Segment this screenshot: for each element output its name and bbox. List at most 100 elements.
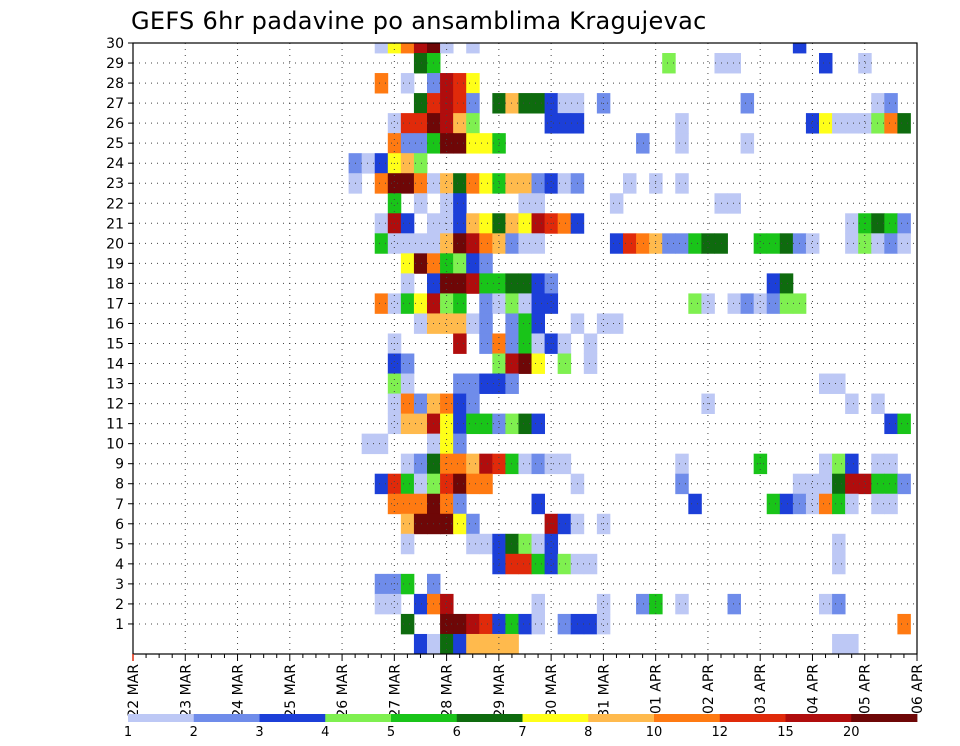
heatmap-cell xyxy=(400,473,415,495)
heatmap-cell xyxy=(400,533,415,555)
heatmap-cell xyxy=(466,633,480,655)
heatmap-cell xyxy=(557,453,572,475)
legend-color-swatch xyxy=(522,714,589,722)
heatmap-cell xyxy=(792,43,807,54)
y-tick-label: 23 xyxy=(106,176,124,192)
heatmap-cell xyxy=(479,333,493,354)
heatmap-cell xyxy=(479,293,493,314)
heatmap-cell xyxy=(636,233,650,254)
heatmap-cell xyxy=(466,213,480,234)
y-tick-label: 4 xyxy=(115,557,124,573)
heatmap-cell xyxy=(505,373,519,394)
heatmap-cell xyxy=(858,233,872,254)
heatmap-cell xyxy=(387,173,402,194)
heatmap-cell xyxy=(779,293,794,314)
heatmap-cell xyxy=(387,593,402,615)
y-tick-label: 12 xyxy=(106,397,124,413)
heatmap-cell xyxy=(819,373,833,394)
heatmap-cell xyxy=(779,233,794,254)
heatmap-cell xyxy=(884,473,898,495)
heatmap-cell xyxy=(518,353,532,374)
legend-color-swatch xyxy=(456,714,523,722)
heatmap-cell xyxy=(479,273,493,294)
heatmap-cell xyxy=(400,43,415,54)
heatmap-cell xyxy=(544,533,559,555)
heatmap-cell xyxy=(413,393,428,414)
heatmap-cell xyxy=(453,513,467,535)
heatmap-cell xyxy=(387,113,402,134)
heatmap-cell xyxy=(727,53,741,74)
heatmap-cell xyxy=(518,413,532,435)
heatmap-cell xyxy=(413,293,428,314)
heatmap-cell xyxy=(819,453,833,475)
heatmap-cell xyxy=(413,413,428,435)
heatmap-cell xyxy=(505,613,519,635)
heatmap-cell xyxy=(596,313,611,334)
heatmap-cell xyxy=(374,293,389,314)
color-legend: 1 2 3 4 5 6 7 8 10 12 15 20 xyxy=(124,714,918,740)
heatmap-cell xyxy=(413,113,428,134)
heatmap-cell xyxy=(675,473,689,495)
heatmap-cells xyxy=(348,43,911,655)
y-axis: 1234567891011121314151617181920212223242… xyxy=(106,36,133,633)
heatmap-cell xyxy=(636,593,650,615)
x-tick-label: 24 MAR xyxy=(231,664,247,718)
heatmap-cell xyxy=(466,313,480,334)
heatmap-cell xyxy=(440,493,454,515)
heatmap-cell xyxy=(871,393,885,414)
legend-threshold-label: 6 xyxy=(453,725,461,740)
heatmap-cell xyxy=(374,173,389,194)
legend-threshold-label: 8 xyxy=(584,725,592,740)
heatmap-cell xyxy=(413,493,428,515)
heatmap-cell xyxy=(505,233,519,254)
heatmap-cell xyxy=(479,253,493,274)
heatmap-cell xyxy=(871,93,885,114)
heatmap-cell xyxy=(884,413,898,435)
heatmap-cell xyxy=(466,413,480,435)
heatmap-cell xyxy=(675,233,689,254)
heatmap-cell xyxy=(662,53,676,74)
y-tick-label: 2 xyxy=(115,597,124,613)
y-tick-label: 20 xyxy=(106,236,124,252)
heatmap-cell xyxy=(479,213,493,234)
heatmap-cell xyxy=(492,633,506,655)
heatmap-cell xyxy=(858,53,872,74)
heatmap-cell xyxy=(871,473,885,495)
heatmap-cell xyxy=(805,113,820,134)
heatmap-cell xyxy=(845,113,859,134)
heatmap-cell xyxy=(374,593,389,615)
y-tick-label: 22 xyxy=(106,196,124,212)
heatmap-cell xyxy=(453,433,467,455)
heatmap-cell xyxy=(832,593,846,615)
y-tick-label: 18 xyxy=(106,276,124,292)
y-tick-label: 29 xyxy=(106,56,124,72)
heatmap-cell xyxy=(413,153,428,174)
heatmap-cell xyxy=(701,293,715,314)
heatmap-cell xyxy=(479,633,493,655)
heatmap-cell xyxy=(557,93,572,114)
heatmap-cell xyxy=(609,313,624,334)
heatmap-cell xyxy=(400,493,415,515)
heatmap-cell xyxy=(413,453,428,475)
y-tick-label: 27 xyxy=(106,96,124,112)
heatmap-cell xyxy=(413,313,428,334)
heatmap-cell xyxy=(374,473,389,495)
heatmap-cell xyxy=(623,233,637,254)
heatmap-cell xyxy=(466,43,480,54)
x-tick-label: 25 MAR xyxy=(283,664,299,718)
heatmap-cell xyxy=(727,193,741,214)
heatmap-cell xyxy=(387,473,402,495)
heatmap-cell xyxy=(518,453,532,475)
heatmap-cell xyxy=(387,353,402,374)
legend-threshold-label: 20 xyxy=(843,725,860,740)
heatmap-cell xyxy=(583,553,598,575)
heatmap-cell xyxy=(413,253,428,274)
heatmap-cell xyxy=(505,213,519,234)
heatmap-cell xyxy=(440,413,454,435)
heatmap-cell xyxy=(440,233,454,254)
heatmap-cell xyxy=(727,593,741,615)
heatmap-cell xyxy=(400,253,415,274)
heatmap-cell xyxy=(858,473,872,495)
y-tick-label: 7 xyxy=(115,497,124,513)
